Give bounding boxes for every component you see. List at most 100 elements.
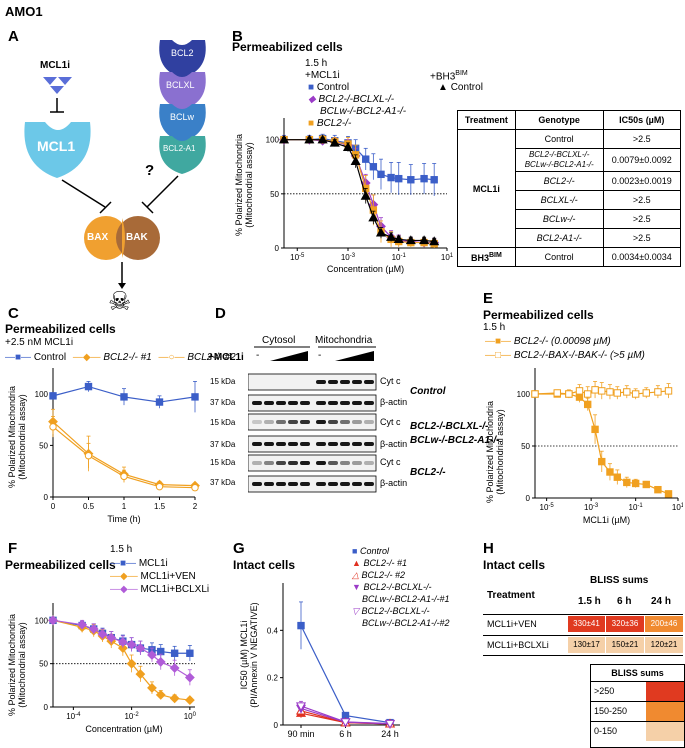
blot-band — [364, 442, 374, 446]
minus-label-1: - — [256, 350, 260, 361]
bcl2-label: BCL2 — [171, 48, 194, 58]
tick-label: 101 — [441, 253, 454, 262]
data-point — [575, 387, 584, 395]
th-treatment: Treatment — [457, 110, 516, 130]
cytosol-label: Cytosol — [262, 335, 296, 346]
blot-band — [264, 482, 274, 486]
blot-band — [288, 442, 298, 446]
series-mcl1i-ven — [48, 615, 195, 705]
bax-label: BAX — [87, 232, 109, 243]
bliss-cell: 120±21 — [645, 637, 683, 653]
th-ic50: IC50s (µM) — [602, 110, 682, 130]
data-point — [583, 400, 592, 409]
genotype-cell: BCL2-A1-/- — [514, 228, 604, 248]
y-tick-label: 100 — [517, 390, 531, 399]
bclw-shape — [159, 104, 206, 142]
ic50-cell: >2.5 — [602, 129, 682, 149]
blot-band — [252, 461, 262, 465]
genotype-cell: BCL2-/- — [514, 171, 604, 191]
data-point — [430, 176, 438, 184]
series-control — [49, 381, 199, 413]
bliss-row-2 — [483, 635, 683, 656]
chart-e: 0 50 100 10-5 10-3 10-1 101 % Polarized Mitocho… — [485, 368, 683, 525]
data-point — [606, 468, 614, 476]
legend-item: ■ Control — [352, 546, 389, 556]
blot-band — [300, 461, 310, 465]
blot-band — [316, 420, 326, 424]
blot-band — [340, 461, 350, 465]
legend-item: BCLw-/-BCL2-A1-/-#1 — [362, 594, 450, 604]
x-tick-label: 24 h — [381, 729, 399, 739]
blot2-p2: β-actin — [380, 439, 408, 449]
blot-band — [340, 482, 350, 486]
panel-b-drug: +MCL1i — [305, 70, 340, 81]
blot-band — [276, 401, 286, 405]
bak-shape — [116, 216, 160, 260]
question-mark: ? — [145, 162, 155, 179]
data-point — [106, 632, 117, 643]
tick-label: 10-2 — [124, 712, 139, 721]
ic50-cell: >2.5 — [602, 190, 682, 210]
data-point — [191, 393, 199, 401]
genotype-cell: Control — [514, 247, 604, 267]
y-tick-label: 50 — [39, 660, 48, 669]
blot2-kda2: 37 kDa — [210, 440, 236, 449]
x-axis-label: MCL1i (µM) — [583, 515, 630, 525]
data-point — [295, 702, 307, 712]
panel-label-h: H — [483, 540, 494, 557]
data-point — [126, 639, 137, 650]
y-tick-label: 0 — [44, 493, 49, 502]
blot-band — [316, 380, 326, 384]
legend-item: △ BCL2-/- #2 — [352, 570, 405, 580]
blot-band — [364, 461, 374, 465]
blot-band — [352, 401, 362, 405]
blot-band — [300, 482, 310, 486]
y-tick-label: 50 — [39, 441, 48, 450]
legend-item: ■ BCL2-/- — [308, 118, 352, 129]
blot2-geno: BCL2-/-BCLXL-/- BCLw-/-BCL2-A1-/- — [410, 421, 500, 446]
blot-band — [340, 380, 350, 384]
data-point — [631, 479, 640, 488]
blot-band — [300, 442, 310, 446]
y-axis-label: (PI/Annexin V NEGATIVE) — [249, 602, 259, 707]
data-point — [48, 615, 58, 626]
data-point — [297, 621, 305, 630]
data-point — [155, 657, 166, 667]
blot-band — [264, 461, 274, 465]
data-point — [613, 473, 622, 481]
data-point — [384, 719, 396, 729]
panel-e-legend: —■— BCL2-/- (0.00098 µM) —□— BCL2-/-BAX-… — [485, 335, 645, 363]
series-mcl1i-bclxli — [48, 615, 195, 686]
legend-marker: —■— — [5, 352, 32, 363]
x-axis-label: Concentration (µM) — [85, 724, 162, 734]
data-point — [97, 629, 108, 640]
blot-band — [288, 482, 298, 486]
ic50-cell: 0.0034±0.0034 — [602, 247, 682, 267]
blot-band — [300, 420, 310, 424]
data-point — [429, 236, 440, 246]
bax-shape — [84, 216, 128, 260]
y-tick-label: 0 — [44, 703, 49, 712]
data-point — [117, 637, 128, 647]
data-point — [375, 227, 387, 237]
chart-b: 0 50 100 10-5 10-3 10-1 101 % Polarized Mitocho… — [234, 118, 454, 274]
blot2-p1: Cyt c — [380, 417, 401, 427]
bliss-time-3: 24 h — [651, 596, 672, 607]
data-point — [642, 480, 650, 489]
panel-label-a: A — [8, 28, 19, 45]
ic50-cell: 0.0079±0.0092 — [602, 148, 682, 172]
y-tick-label: 0.4 — [267, 626, 279, 635]
bliss-legend-row: >250 — [591, 681, 684, 701]
y-axis-label: % Polarized Mitochondria — [234, 134, 244, 236]
bliss-header: BLISS sums — [590, 575, 649, 586]
bliss-cell: 320±36 — [606, 616, 644, 632]
blot-band — [276, 420, 286, 424]
x-tick-label: 0 — [51, 502, 56, 511]
panel-f-title: Permeabilized cells — [5, 558, 116, 572]
data-point — [583, 390, 592, 398]
data-point — [49, 423, 57, 431]
series-control — [297, 601, 394, 727]
data-point — [531, 390, 539, 398]
minus-label-2: - — [318, 350, 322, 361]
blot-band — [300, 401, 310, 405]
